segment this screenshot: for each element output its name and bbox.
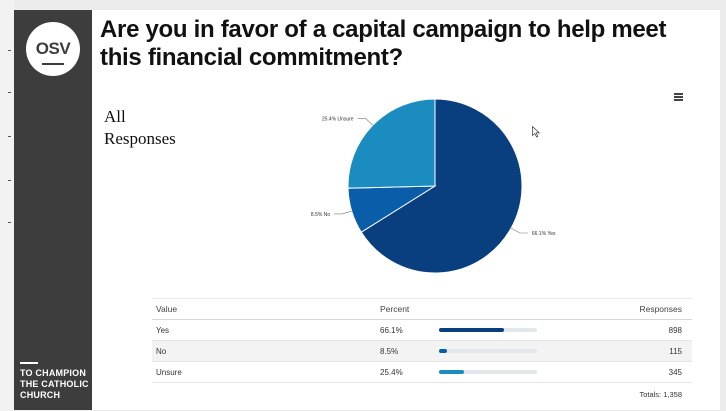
- edge-mark: [8, 50, 11, 51]
- slide: OSV TO CHAMPION THE CATHOLIC CHURCH Are …: [14, 10, 720, 410]
- row-value: Unsure: [156, 367, 182, 377]
- logo-text: OSV: [35, 39, 71, 58]
- row-percent: 25.4%: [380, 367, 403, 377]
- header-responses: Responses: [639, 304, 682, 314]
- header-value: Value: [156, 304, 178, 314]
- tagline-line-1: TO CHAMPION: [20, 368, 87, 378]
- pie-data-label: 25.4% Unsure: [322, 116, 354, 122]
- table-row: Unsure 25.4% 345: [152, 362, 692, 383]
- table-row: No 8.5% 115: [152, 341, 692, 362]
- edge-mark: [8, 136, 11, 137]
- osv-logo: OSV: [26, 22, 80, 76]
- edge-mark: [8, 92, 11, 93]
- pie-slice-unsure: [347, 98, 436, 189]
- percent-bar-track: [439, 328, 537, 332]
- pie-slice-yes: [360, 98, 523, 274]
- row-percent: 8.5%: [380, 346, 399, 356]
- row-percent: 66.1%: [380, 325, 403, 335]
- pie-leader-line: [357, 117, 373, 126]
- pie-leader-line: [510, 227, 528, 234]
- brand-sidebar: OSV TO CHAMPION THE CATHOLIC CHURCH: [14, 10, 92, 410]
- edge-mark: [8, 222, 11, 223]
- header-percent: Percent: [380, 304, 410, 314]
- subtitle-line-1: All: [104, 107, 126, 126]
- mouse-pointer-icon: [532, 126, 540, 138]
- window-edge: [0, 0, 14, 411]
- tagline-rule: [20, 362, 38, 364]
- row-responses: 345: [668, 367, 682, 377]
- pie-leader-line: [334, 210, 352, 215]
- row-value: Yes: [156, 325, 170, 335]
- slide-title: Are you in favor of a capital campaign t…: [100, 16, 667, 71]
- row-responses: 115: [669, 346, 682, 356]
- percent-bar-fill: [439, 328, 504, 332]
- totals-label: Totals: 1,358: [639, 390, 682, 399]
- table-header-row: Value Percent Responses: [152, 298, 692, 320]
- percent-bar-track: [439, 349, 537, 353]
- row-responses: 898: [668, 325, 682, 335]
- table-row: Yes 66.1% 898: [152, 320, 692, 341]
- percent-bar-fill: [439, 370, 464, 374]
- edge-mark: [8, 180, 11, 181]
- tagline-line-3: CHURCH: [20, 390, 61, 400]
- percent-bar-track: [439, 370, 537, 374]
- results-table: Value Percent Responses Yes 66.1% 898 No…: [152, 298, 692, 399]
- chart-subtitle: All Responses: [104, 106, 176, 150]
- logo-underline: [42, 63, 64, 65]
- hamburger-menu-icon[interactable]: [674, 93, 684, 101]
- subtitle-line-2: Responses: [104, 129, 176, 148]
- pie-data-label: 66.1% Yes: [532, 231, 556, 237]
- percent-bar-fill: [439, 349, 448, 353]
- pie-chart: 66.1% Yes 8.5% No 25.4% Unsure: [311, 98, 556, 274]
- tagline-line-2: THE CATHOLIC: [20, 379, 89, 389]
- row-value: No: [156, 346, 167, 356]
- pie-data-label: 8.5% No: [311, 212, 330, 218]
